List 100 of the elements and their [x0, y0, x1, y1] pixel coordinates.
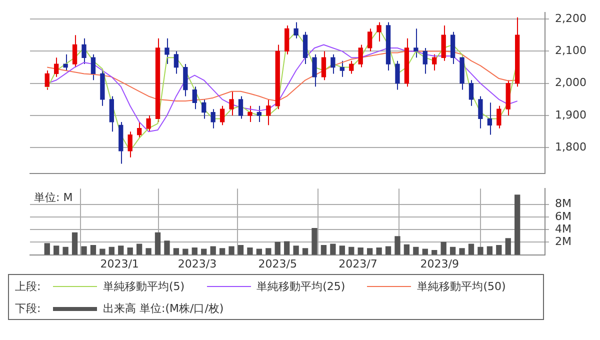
- bar: [432, 250, 438, 255]
- legend-label: 単純移動平均(50): [417, 279, 506, 294]
- bar: [100, 248, 106, 255]
- candlestick: [183, 64, 188, 97]
- candlestick: [174, 50, 179, 74]
- bar: [496, 245, 502, 255]
- bar: [376, 248, 382, 255]
- candlestick: [496, 105, 502, 129]
- candlestick: [248, 105, 252, 122]
- candlestick: [256, 105, 262, 122]
- bar: [90, 245, 96, 255]
- candlestick: [358, 44, 363, 68]
- bar: [136, 244, 142, 255]
- bar: [468, 244, 474, 255]
- y-tick-label: 1,800: [555, 140, 586, 154]
- bar: [486, 246, 493, 255]
- bar: [330, 244, 336, 255]
- bar: [210, 246, 216, 255]
- candlestick: [422, 47, 428, 74]
- candlestick: [414, 28, 418, 58]
- candlestick: [164, 38, 170, 65]
- bar: [394, 236, 400, 255]
- y-tick-label: 2,100: [555, 44, 586, 58]
- x-tick-label: 2023/9: [420, 257, 459, 270]
- bar: [173, 248, 180, 255]
- bar: [293, 246, 299, 255]
- bar: [238, 245, 244, 255]
- candlestick: [210, 108, 216, 129]
- candlestick: [229, 90, 234, 116]
- candlestick: [376, 22, 382, 42]
- bar: [413, 246, 419, 255]
- y-tick-label: 2,000: [555, 76, 586, 90]
- y-tick-label: 4M: [555, 222, 572, 236]
- bar: [450, 246, 456, 255]
- bar: [247, 248, 253, 255]
- bar: [146, 248, 152, 255]
- legend-label: 出来高 単位:(M株/口/枚): [103, 301, 224, 316]
- bar: [385, 246, 392, 255]
- candlestick: [330, 54, 336, 74]
- bar: [404, 244, 410, 255]
- candlestick: [220, 105, 225, 126]
- candlestick: [284, 24, 290, 55]
- bar: [44, 243, 50, 255]
- bar: [182, 248, 188, 255]
- candlestick: [266, 98, 271, 126]
- bar: [505, 238, 511, 255]
- bar: [164, 240, 170, 255]
- candlestick: [478, 96, 483, 129]
- candlestick: [349, 60, 354, 74]
- candlestick: [432, 54, 437, 71]
- bar: [284, 241, 290, 255]
- bar: [154, 232, 161, 255]
- candlestick: [82, 38, 86, 65]
- candlestick: [395, 60, 400, 90]
- y-tick-label: 2M: [555, 235, 572, 248]
- bar: [459, 248, 465, 255]
- x-tick-label: 2023/1: [100, 257, 139, 270]
- bar: [108, 246, 114, 255]
- x-tick-label: 2023/3: [178, 257, 217, 270]
- candlestick: [63, 54, 68, 71]
- x-tick-label: 2023/5: [258, 257, 297, 270]
- candlestick: [340, 60, 344, 78]
- candlestick: [54, 57, 59, 78]
- bar: [478, 246, 484, 255]
- annotation: 単位: M: [34, 190, 73, 204]
- y-tick-label: 8M: [555, 197, 572, 210]
- bar: [127, 248, 133, 255]
- legend-label: 単純移動平均(25): [256, 279, 346, 294]
- bar: [62, 246, 68, 255]
- candlestick: [44, 70, 50, 90]
- candlestick: [202, 98, 206, 120]
- candlestick: [367, 28, 372, 52]
- candlestick: [321, 50, 326, 81]
- bar: [266, 248, 272, 255]
- bar: [302, 248, 308, 255]
- candlestick: [146, 115, 151, 132]
- bar: [228, 246, 234, 255]
- bar: [320, 245, 327, 255]
- bar: [366, 248, 373, 255]
- bar: [274, 242, 280, 255]
- candlestick: [109, 96, 114, 132]
- candlestick: [468, 80, 474, 106]
- bar: [358, 248, 364, 255]
- bar: [348, 246, 354, 255]
- bar: [192, 248, 198, 255]
- bar: [54, 246, 60, 255]
- candlestick: [238, 96, 244, 120]
- x-tick-label: 2023/7: [338, 257, 378, 270]
- candlestick: [128, 131, 132, 158]
- candlestick: [90, 54, 96, 81]
- y-tick-label: 1,900: [555, 108, 586, 122]
- candlestick: [312, 54, 317, 88]
- bar: [118, 246, 124, 255]
- bar: [72, 232, 78, 255]
- bar: [81, 246, 87, 255]
- candlestick: [302, 31, 308, 65]
- candlestick: [487, 102, 492, 136]
- bar: [339, 246, 345, 255]
- candlestick: [72, 34, 78, 68]
- candlestick: [192, 86, 197, 110]
